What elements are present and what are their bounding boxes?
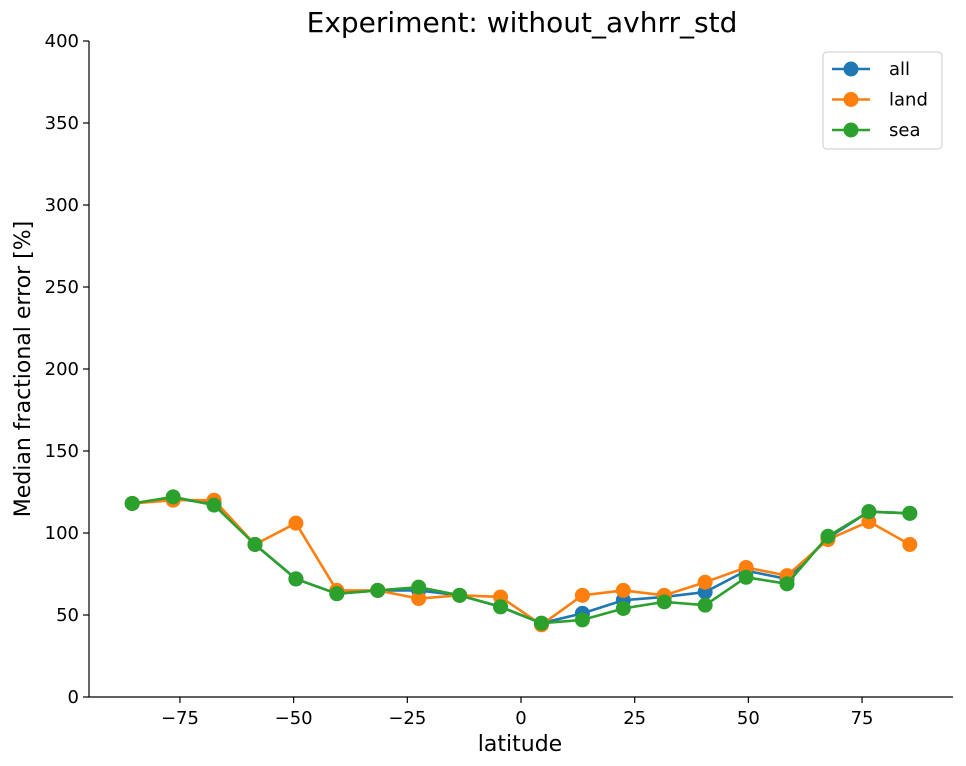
data-point-sea — [493, 599, 509, 615]
chart-title: Experiment: without_avhrr_std — [307, 6, 738, 39]
data-point-land — [288, 515, 304, 531]
y-tick-label: 100 — [45, 523, 79, 544]
data-point-sea — [615, 600, 631, 616]
data-point-land — [411, 591, 427, 607]
axes: −75 −50 −25 0 25 50 75 0 50 100 150 200 250 300 350 400 — [45, 31, 953, 729]
x-tick-label: −75 — [161, 708, 199, 729]
legend-marker-land — [843, 92, 859, 107]
data-point-sea — [206, 497, 222, 513]
x-tick-label: 0 — [515, 708, 526, 729]
data-point-land — [615, 582, 631, 598]
legend-label-land: land — [889, 90, 928, 111]
series-line-sea — [131, 495, 910, 625]
data-point-sea — [247, 536, 263, 552]
legend: all land sea — [822, 51, 943, 150]
data-point-sea — [574, 612, 590, 628]
y-tick-label: 350 — [45, 113, 79, 134]
y-tick-label: 300 — [45, 195, 79, 216]
legend-marker-sea — [843, 122, 859, 138]
y-axis-label: Median fractional error [%] — [11, 221, 36, 517]
series-layer — [124, 489, 918, 633]
y-tick-label: 400 — [45, 31, 79, 52]
data-point-sea — [288, 571, 304, 587]
legend-label-all: all — [889, 59, 910, 80]
x-tick-label: 75 — [851, 708, 874, 729]
series-line-all — [132, 497, 910, 625]
legend-marker-all — [843, 61, 859, 77]
x-axis-label: latitude — [478, 732, 562, 757]
data-point-sea — [533, 615, 549, 631]
x-tick-label: −50 — [275, 708, 313, 729]
data-point-sea — [861, 504, 877, 520]
y-tick-label: 150 — [45, 441, 79, 462]
y-tick-label: 0 — [68, 687, 79, 708]
y-tick-label: 250 — [45, 277, 79, 298]
series-land — [124, 492, 918, 633]
data-point-sea — [165, 489, 181, 505]
series-line-land — [132, 498, 911, 627]
series-sea — [124, 489, 918, 631]
data-point-sea — [738, 569, 754, 585]
data-point-sea — [656, 594, 672, 610]
y-tick-label: 50 — [56, 605, 79, 626]
data-point-land — [574, 587, 590, 603]
data-point-sea — [124, 495, 140, 511]
data-point-sea — [370, 582, 386, 598]
data-point-sea — [779, 576, 795, 592]
data-point-land — [902, 536, 918, 552]
y-tick-label: 200 — [45, 359, 79, 380]
data-point-land — [697, 574, 713, 590]
x-tick-label: 25 — [623, 708, 646, 729]
x-tick-label: 50 — [737, 708, 760, 729]
data-point-sea — [329, 586, 345, 602]
data-point-sea — [697, 597, 713, 613]
data-point-sea — [452, 587, 468, 603]
x-tick-label: −25 — [388, 708, 426, 729]
legend-label-sea: sea — [889, 120, 920, 141]
data-point-sea — [902, 505, 918, 521]
data-point-sea — [820, 528, 836, 544]
data-point-sea — [411, 579, 427, 595]
